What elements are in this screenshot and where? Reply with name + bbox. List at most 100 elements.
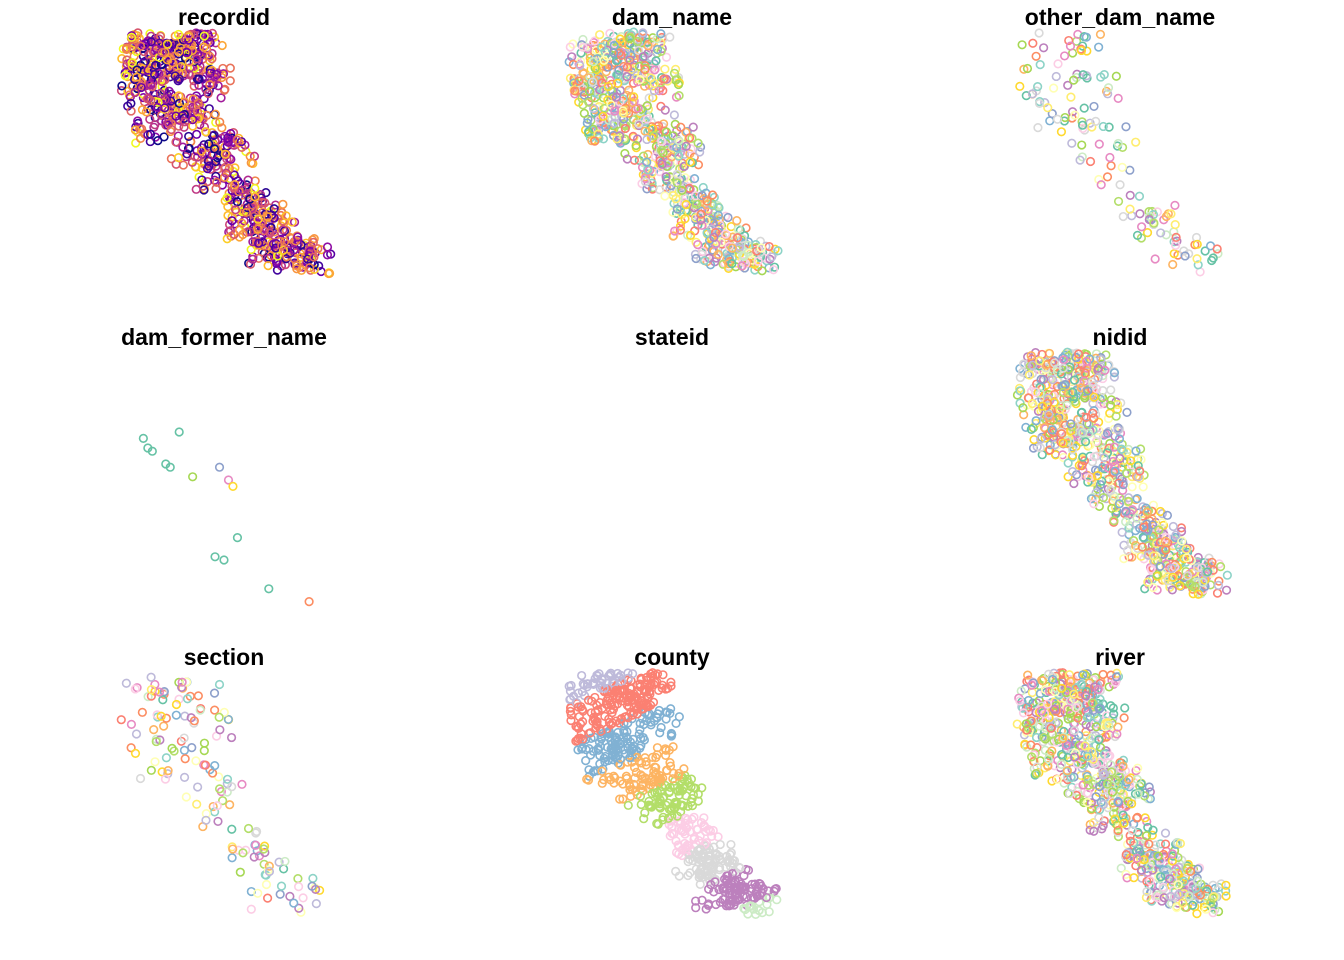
dam-point [214,462,225,472]
dam-point [739,903,749,914]
dam-point [639,814,649,824]
dam-point [691,253,701,264]
dam-point [252,237,262,247]
dam-point [235,867,245,877]
dam-point [1136,865,1147,875]
dam-point [1049,397,1059,407]
dam-point [1108,703,1118,713]
dam-point [692,199,702,209]
dam-point [583,679,593,689]
dam-point [239,216,249,226]
dam-point [126,743,136,753]
dam-point [593,743,603,753]
dam-point [682,823,692,833]
dam-point [1035,356,1045,366]
dam-point [1027,752,1037,762]
dam-point [1090,758,1100,769]
dam-point [606,86,616,96]
dam-point [193,75,203,85]
dam-point [738,891,748,901]
dam-point [130,87,140,98]
dam-point [218,796,228,806]
dam-point [215,117,225,127]
dam-point [131,138,141,148]
dam-point [697,872,707,882]
dam-point [121,44,131,55]
dam-point [184,35,194,45]
dam-point [1133,543,1143,554]
dam-point [1132,230,1143,241]
dam-point [210,705,220,715]
dam-point [1062,766,1072,776]
dam-point [685,133,695,143]
dam-point [752,891,762,901]
dam-point [238,848,248,858]
dam-point [1093,684,1103,695]
dam-point [1154,525,1164,535]
dam-point [138,92,148,103]
dam-point [223,714,233,725]
dam-point [204,139,214,149]
dam-point [156,116,167,126]
dam-point [616,714,627,724]
dam-point [1094,139,1104,149]
dam-point [579,108,589,118]
dam-point [1074,349,1084,359]
dam-point [1133,827,1143,838]
dam-point [188,115,198,125]
dam-point [648,668,658,678]
dam-point [179,97,190,107]
dam-point [1064,788,1075,799]
dam-point [727,869,738,879]
dam-point [305,263,315,273]
dam-point [146,765,156,775]
dam-point [1058,438,1068,448]
dam-point [309,252,319,262]
map-plot [448,320,896,640]
dam-point [1168,259,1178,270]
dam-point [1048,375,1058,385]
dam-point [570,86,580,96]
dam-point [213,81,223,91]
dam-point [190,63,200,73]
dam-point [1160,839,1171,849]
dam-point [1052,774,1063,785]
dam-point [588,767,599,777]
dam-point [651,768,661,778]
dam-point [633,103,643,113]
dam-point [241,207,251,217]
dam-point [130,125,141,135]
dam-point [245,151,255,161]
dam-point [1095,694,1105,704]
dam-point [174,427,184,437]
dam-point [590,692,600,703]
dam-point [1200,568,1211,578]
dam-point [189,81,199,91]
dam-point [253,214,263,224]
dam-point [243,823,254,834]
dam-point [232,533,243,543]
dam-point [261,879,272,890]
dam-point [293,882,304,892]
dam-point [117,81,127,91]
dam-point [1108,467,1119,478]
dam-point [1031,51,1041,61]
dam-point [1028,38,1038,48]
dam-point [1157,508,1167,519]
dam-point [163,769,173,779]
dam-point [278,199,288,209]
dam-point [157,767,167,777]
dam-point [1113,425,1123,435]
dam-point [192,146,202,156]
dam-point [182,149,192,159]
dam-point [261,187,271,198]
dam-point [664,820,674,830]
dam-point [696,215,706,225]
dam-point [629,741,639,751]
dam-point [610,106,620,116]
dam-point [646,133,656,143]
dam-point [683,870,693,881]
dam-point [130,748,141,758]
map-plot [564,27,783,276]
dam-point [748,892,758,902]
